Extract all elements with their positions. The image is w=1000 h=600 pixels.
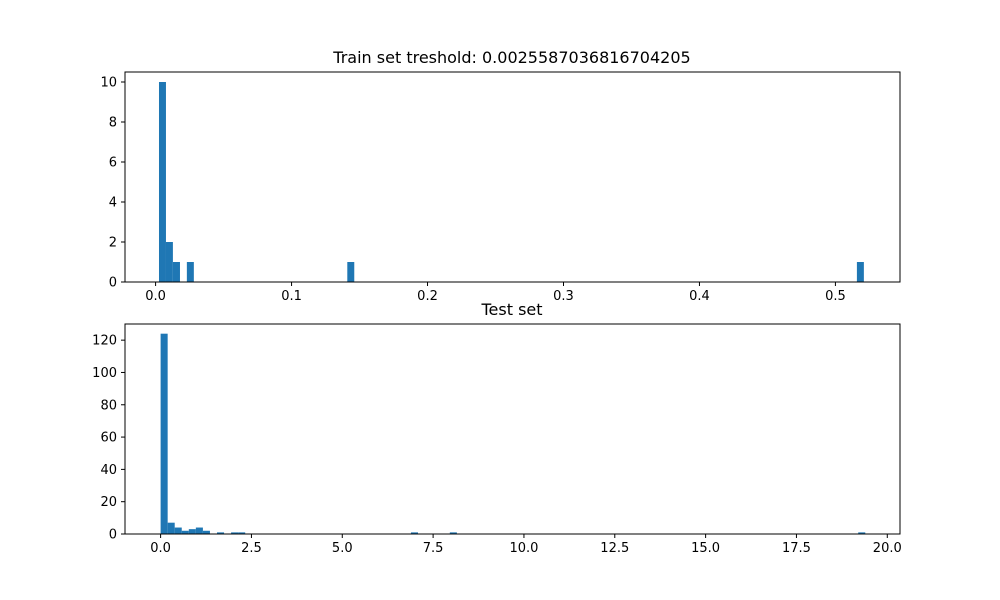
train-y-tick-label-4: 8 <box>109 116 117 131</box>
test-bar-2 <box>174 527 182 534</box>
test-y-tick-label-5: 100 <box>92 366 117 381</box>
train-axes-frame <box>124 71 901 283</box>
test-y-tick-label-2: 40 <box>100 463 117 478</box>
test-bar-6 <box>202 530 210 534</box>
train-x-tick-label-0: 0.0 <box>145 289 166 304</box>
train-x-tick-label-4: 0.4 <box>689 289 710 304</box>
test-bar-0 <box>160 333 168 534</box>
test-y-tick-label-3: 60 <box>100 431 117 446</box>
test-x-tick-label-5: 12.5 <box>600 541 629 556</box>
train-y-tick-label-0: 0 <box>109 276 117 291</box>
test-x-tick-label-6: 15.0 <box>691 541 720 556</box>
test-bars <box>160 333 866 534</box>
train-bar-5 <box>856 262 864 282</box>
train-bar-2 <box>173 262 180 282</box>
test-bar-12 <box>858 532 866 534</box>
test-y-tick-label-4: 80 <box>100 398 117 413</box>
train-bar-4 <box>347 262 355 282</box>
test-bar-4 <box>188 529 196 534</box>
test-y-axis: 0 20 40 60 80 100 120 <box>92 334 125 543</box>
test-bar-3 <box>181 530 189 534</box>
train-bar-3 <box>186 262 194 282</box>
test-bar-8 <box>231 532 239 534</box>
test-axes-frame <box>124 323 901 535</box>
test-bar-5 <box>195 527 203 534</box>
train-y-axis: 0 2 4 6 8 10 <box>100 76 125 291</box>
test-x-tick-label-0: 0.0 <box>150 541 171 556</box>
test-x-tick-label-4: 10.0 <box>509 541 538 556</box>
test-histogram: Test set 0.0 2.5 5.0 7.5 10.0 12.5 15.0 17.5 20.… <box>92 300 902 556</box>
test-bar-11 <box>449 532 457 534</box>
test-bar-7 <box>217 532 225 534</box>
test-y-tick-label-0: 0 <box>109 528 117 543</box>
test-y-tick-label-1: 20 <box>100 495 117 510</box>
test-x-tick-label-3: 7.5 <box>423 541 444 556</box>
train-x-axis: 0.0 0.1 0.2 0.3 0.4 0.5 <box>145 282 846 304</box>
test-x-tick-label-7: 17.5 <box>782 541 811 556</box>
test-chart-title: Test set <box>480 300 542 319</box>
train-histogram: Train set treshold: 0.002558703681670420… <box>100 48 901 304</box>
test-bar-9 <box>238 532 246 534</box>
train-x-tick-label-5: 0.5 <box>825 289 846 304</box>
train-bar-1 <box>165 242 173 282</box>
train-x-tick-label-3: 0.3 <box>553 289 574 304</box>
train-x-tick-label-1: 0.1 <box>281 289 302 304</box>
train-y-tick-label-5: 10 <box>100 76 117 91</box>
test-x-tick-label-8: 20.0 <box>873 541 902 556</box>
test-x-tick-label-1: 2.5 <box>241 541 262 556</box>
train-x-tick-label-2: 0.2 <box>417 289 438 304</box>
test-bar-10 <box>410 532 418 534</box>
test-y-tick-label-6: 120 <box>92 334 117 349</box>
train-bar-0 <box>158 82 166 282</box>
test-bar-1 <box>167 522 175 534</box>
train-y-tick-label-2: 4 <box>109 196 117 211</box>
test-x-tick-label-2: 5.0 <box>332 541 353 556</box>
train-bars <box>158 82 864 282</box>
test-x-axis: 0.0 2.5 5.0 7.5 10.0 12.5 15.0 17.5 20.0 <box>150 534 902 556</box>
train-y-tick-label-3: 6 <box>109 156 117 171</box>
train-y-tick-label-1: 2 <box>109 236 117 251</box>
train-chart-title: Train set treshold: 0.002558703681670420… <box>332 48 690 67</box>
